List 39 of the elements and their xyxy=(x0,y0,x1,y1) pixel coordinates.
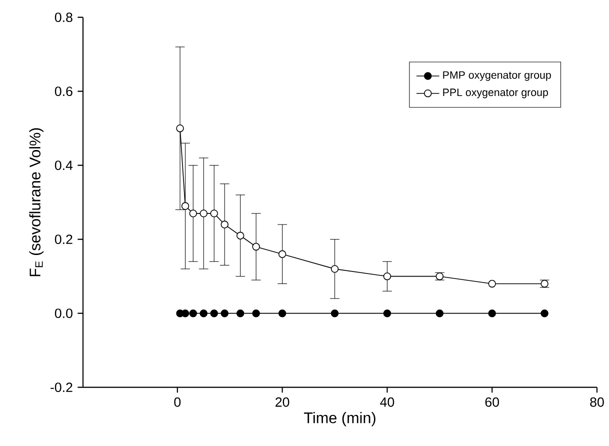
x-tick-label: 20 xyxy=(276,397,290,407)
y-tick-label: -0.2 xyxy=(50,382,72,392)
x-tick-label: 0 xyxy=(174,397,181,407)
y-tick-label: 0.6 xyxy=(54,86,72,96)
point xyxy=(436,309,444,318)
point xyxy=(330,309,339,318)
point xyxy=(220,309,228,318)
point xyxy=(200,210,208,218)
point xyxy=(540,309,548,318)
y-tick-label: 0.0 xyxy=(54,308,72,318)
point xyxy=(220,220,228,228)
point xyxy=(181,202,190,210)
point xyxy=(252,309,260,318)
point xyxy=(176,124,184,132)
point xyxy=(278,250,286,258)
point xyxy=(252,242,260,251)
y-tick-label: 0.4 xyxy=(54,160,73,170)
point xyxy=(236,309,244,318)
legend-label: PMP oxygenator group xyxy=(443,71,551,81)
point xyxy=(200,309,208,318)
x-tick-label: 40 xyxy=(380,397,394,407)
y-tick-label: 0.8 xyxy=(54,12,72,22)
y-tick-label: 0.2 xyxy=(54,234,72,244)
x-axis-title: Time (min) xyxy=(304,412,376,426)
point xyxy=(189,210,198,218)
x-tick-label: 80 xyxy=(590,397,604,407)
y-axis-title: F$_{E}$ (sevoflurane Vol%) xyxy=(29,128,44,276)
point xyxy=(236,232,244,240)
legend-label: PPL oxygenator group xyxy=(443,88,548,98)
point xyxy=(210,210,218,218)
point xyxy=(488,280,496,288)
point xyxy=(189,309,198,318)
point xyxy=(278,309,286,318)
x-tick-label: 60 xyxy=(485,397,499,407)
point xyxy=(210,309,218,318)
point xyxy=(383,309,392,318)
point xyxy=(383,272,392,280)
point xyxy=(488,309,496,318)
point xyxy=(330,265,339,273)
